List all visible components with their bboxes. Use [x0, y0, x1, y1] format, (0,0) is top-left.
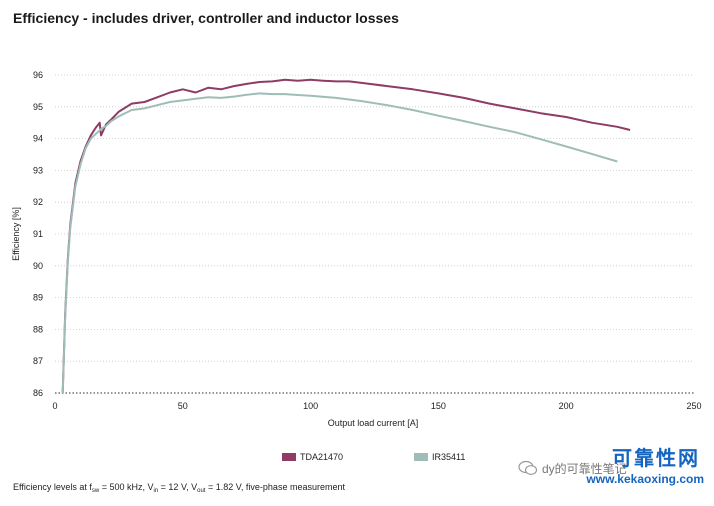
y-tick-labels: 86 87 88 89 90 91 92 93 94 95 96	[33, 70, 43, 398]
legend-item-ir35411: IR35411	[414, 452, 465, 462]
series-line-tda21470	[61, 78, 631, 394]
wechat-logo-icon	[518, 460, 538, 475]
watermark-author: dy的可靠性笔记	[542, 462, 627, 476]
legend-swatch-ir35411	[414, 453, 428, 461]
x-tick-labels: 0 50 100 150 200 250	[52, 401, 701, 411]
y-tick-88: 88	[33, 324, 43, 334]
y-tick-86: 86	[33, 388, 43, 398]
y-tick-92: 92	[33, 197, 43, 207]
y-tick-94: 94	[33, 134, 43, 144]
y-tick-89: 89	[33, 293, 43, 303]
gridlines	[55, 74, 694, 394]
x-tick-0: 0	[52, 401, 57, 411]
legend-item-tda21470: TDA21470	[282, 452, 343, 462]
y-tick-95: 95	[33, 102, 43, 112]
y-tick-91: 91	[33, 229, 43, 239]
legend-swatch-tda21470	[282, 453, 296, 461]
x-tick-150: 150	[431, 401, 446, 411]
chart-title: Efficiency - includes driver, controller…	[13, 10, 399, 26]
efficiency-chart: 86 87 88 89 90 91 92 93 94 95 96 0 50 100 150 200 250 O…	[11, 70, 702, 428]
x-tick-250: 250	[686, 401, 701, 411]
series-line-ir35411	[61, 92, 618, 394]
series-lines	[61, 78, 631, 394]
footnote: Efficiency levels at fsw = 500 kHz, Vin …	[13, 482, 345, 494]
watermark-site: www.kekaoxing.com	[586, 472, 704, 486]
legend-label-tda21470: TDA21470	[300, 452, 344, 462]
y-tick-96: 96	[33, 70, 43, 80]
x-tick-50: 50	[178, 401, 188, 411]
x-tick-200: 200	[559, 401, 574, 411]
legend-label-ir35411: IR35411	[432, 452, 466, 462]
legend: TDA21470 IR35411	[0, 452, 714, 466]
y-tick-90: 90	[33, 261, 43, 271]
y-tick-93: 93	[33, 165, 43, 175]
watermark-title: 可靠性网	[612, 448, 700, 470]
x-axis-label: Output load current [A]	[328, 418, 419, 428]
y-tick-87: 87	[33, 356, 43, 366]
y-axis-label: Efficiency [%]	[11, 207, 21, 261]
watermark: dy的可靠性笔记 可靠性网 www.kekaoxing.com	[516, 440, 712, 492]
x-tick-100: 100	[303, 401, 318, 411]
